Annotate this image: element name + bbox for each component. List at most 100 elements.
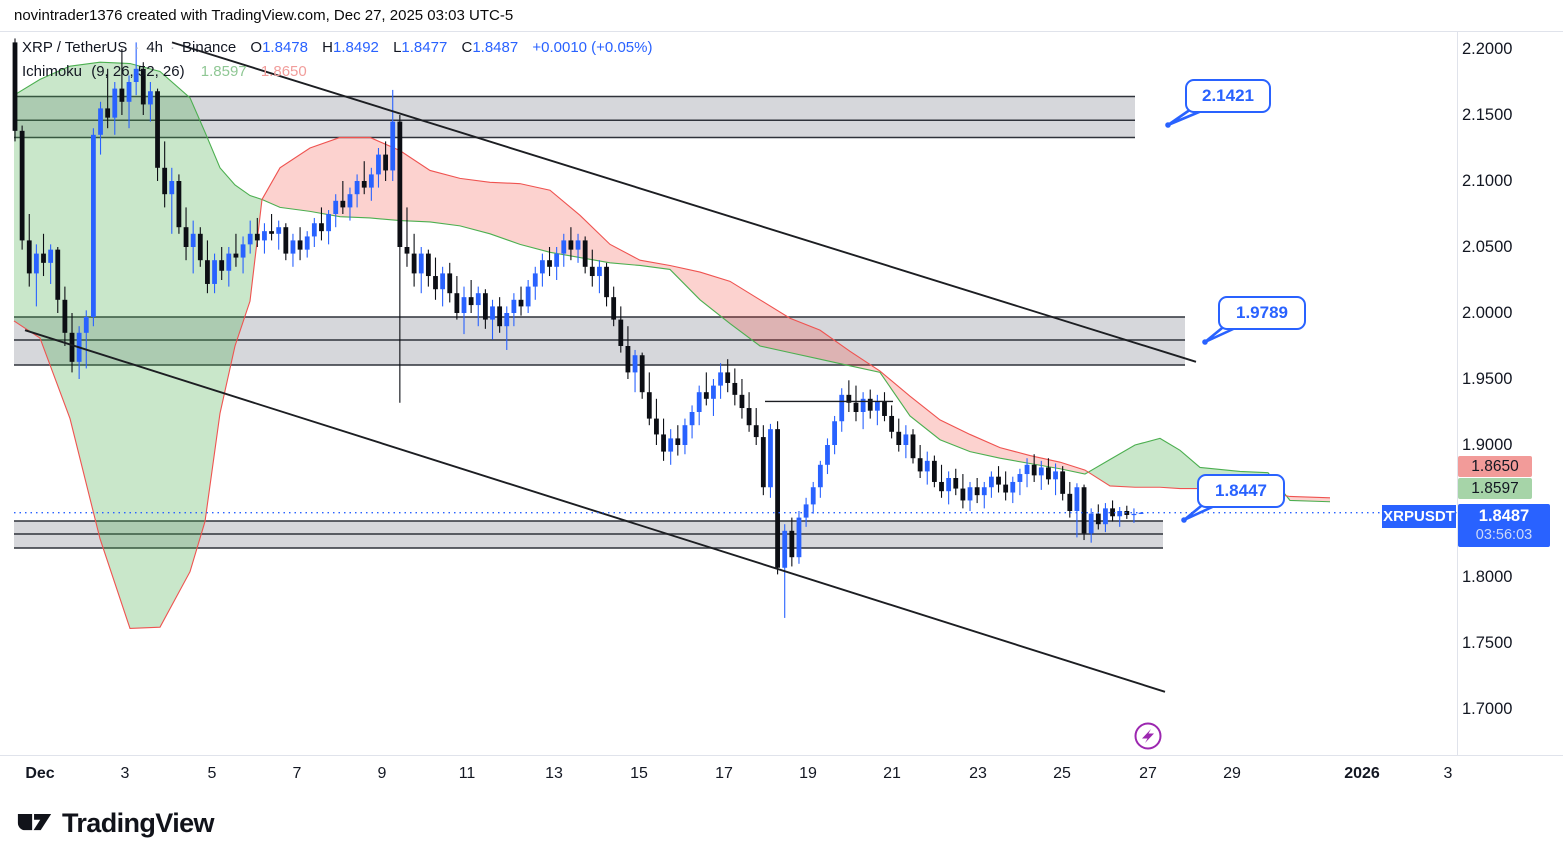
interval-label[interactable]: 4h bbox=[146, 39, 164, 56]
candle-down bbox=[639, 355, 645, 393]
senkou-a-price-badge: 1.8597 bbox=[1458, 478, 1532, 499]
callout-anchor-dot bbox=[1181, 517, 1187, 523]
price-tick-label: 2.2000 bbox=[1462, 40, 1513, 58]
cloud-segment-green bbox=[220, 167, 235, 414]
candle-down bbox=[789, 530, 795, 558]
candle-down bbox=[867, 398, 873, 411]
candle-down bbox=[703, 392, 709, 399]
cloud-segment-red bbox=[940, 419, 970, 452]
trend-drawings[interactable] bbox=[24, 41, 1197, 693]
candle-down bbox=[939, 481, 944, 492]
cloud-segment-red bbox=[1030, 455, 1060, 469]
candle-up bbox=[668, 438, 674, 452]
symbol-header[interactable]: XRP / TetherUS · 4h · Binance O1.8478 H1.849… bbox=[22, 39, 652, 56]
last-price-badge[interactable]: 1.8487 03:56:03 bbox=[1458, 504, 1550, 547]
candle-down bbox=[69, 332, 75, 362]
candle-up bbox=[440, 273, 446, 290]
price-callout-2.1421[interactable]: 2.1421 bbox=[1185, 79, 1271, 113]
candle-up bbox=[290, 240, 296, 254]
time-tick-label: 23 bbox=[969, 765, 987, 782]
exchange-label[interactable]: Binance bbox=[182, 39, 237, 56]
candle-down bbox=[482, 293, 488, 320]
senkou-span-a-line bbox=[13, 61, 1331, 503]
cloud-segment-red bbox=[700, 272, 730, 324]
candle-up bbox=[504, 313, 510, 327]
time-tick-label: Dec bbox=[25, 765, 55, 782]
indicator-value-green: 1.8597 bbox=[200, 63, 247, 80]
candle-down bbox=[589, 266, 595, 277]
candle-down bbox=[675, 438, 681, 445]
candle-up bbox=[418, 253, 424, 274]
candle-down bbox=[297, 240, 303, 250]
candle-up bbox=[1024, 464, 1030, 475]
lightning-icon[interactable] bbox=[1134, 722, 1162, 750]
candle-up bbox=[126, 82, 132, 102]
candle-down bbox=[1046, 467, 1051, 480]
callout-text: 1.9789 bbox=[1236, 303, 1288, 322]
symbol-badge-text: XRPUSDT bbox=[1383, 508, 1455, 525]
candle-up bbox=[247, 233, 253, 245]
candle-up bbox=[511, 299, 517, 313]
candle-down bbox=[960, 488, 966, 501]
candle-down bbox=[889, 415, 895, 432]
candle-up bbox=[561, 240, 567, 254]
price-tick-label: 2.1500 bbox=[1462, 106, 1513, 124]
candle-down bbox=[269, 231, 274, 234]
candle-down bbox=[12, 42, 18, 131]
close-value: 1.8487 bbox=[472, 39, 519, 56]
candle-down bbox=[910, 434, 916, 459]
candle-up bbox=[148, 91, 153, 105]
cloud-segment-red bbox=[280, 148, 310, 212]
header-separator-icon: · bbox=[134, 39, 140, 56]
candle-up bbox=[1053, 471, 1058, 480]
candle-up bbox=[597, 266, 602, 277]
cloud-segment-red bbox=[370, 137, 400, 221]
candle-up bbox=[1103, 508, 1108, 525]
candle-up bbox=[575, 240, 581, 250]
cloud-segment-green bbox=[235, 184, 250, 346]
candle-down bbox=[618, 319, 624, 346]
price-callout-1.9789[interactable]: 1.9789 bbox=[1218, 296, 1306, 330]
sr-zones[interactable] bbox=[14, 95, 1185, 549]
header-separator-icon: · bbox=[170, 39, 176, 56]
candle-up bbox=[554, 253, 560, 267]
candle-down bbox=[397, 121, 403, 247]
cloud-segment-red bbox=[1060, 462, 1085, 475]
candle-down bbox=[518, 299, 524, 307]
candle-up bbox=[1017, 474, 1023, 482]
indicator-name[interactable]: Ichimoku bbox=[22, 63, 83, 80]
cloud-segment-red bbox=[910, 396, 940, 440]
candle-up bbox=[718, 372, 723, 386]
cloud-segment-red bbox=[610, 244, 640, 266]
price-callout-1.8447[interactable]: 1.8447 bbox=[1197, 474, 1285, 508]
descending-trendline[interactable] bbox=[24, 329, 1166, 693]
candle-down bbox=[604, 266, 609, 298]
indicator-header[interactable]: Ichimoku (9, 26, 52, 26) 1.8597 1.8650 bbox=[22, 63, 307, 80]
price-tick-label: 1.7000 bbox=[1462, 700, 1513, 718]
price-scale-divider[interactable] bbox=[1457, 31, 1458, 756]
time-tick-label: 27 bbox=[1139, 765, 1157, 782]
candle-down bbox=[162, 167, 168, 195]
sr-zone[interactable] bbox=[14, 316, 1185, 366]
candle-up bbox=[226, 253, 232, 271]
candle-down bbox=[853, 402, 859, 412]
candle-up bbox=[240, 244, 246, 258]
sr-zone[interactable] bbox=[14, 96, 1135, 138]
candle-down bbox=[119, 88, 125, 102]
price-tick-label: 2.0000 bbox=[1462, 304, 1513, 322]
candle-down bbox=[1003, 484, 1009, 493]
tradingview-logo[interactable]: TradingView bbox=[16, 808, 215, 839]
cloud-segment-red bbox=[820, 330, 850, 366]
descending-trendline[interactable] bbox=[171, 41, 1197, 363]
low-label: L bbox=[393, 39, 402, 56]
symbol-price-label-badge[interactable]: XRPUSDT bbox=[1382, 505, 1456, 528]
candle-down bbox=[497, 306, 503, 327]
senkou-b-price-badge: 1.8650 bbox=[1458, 456, 1532, 477]
candle-down bbox=[1067, 493, 1073, 511]
symbol-name[interactable]: XRP / TetherUS bbox=[22, 39, 128, 56]
candle-up bbox=[981, 487, 987, 496]
candle-up bbox=[832, 421, 838, 445]
candle-up bbox=[276, 227, 282, 234]
